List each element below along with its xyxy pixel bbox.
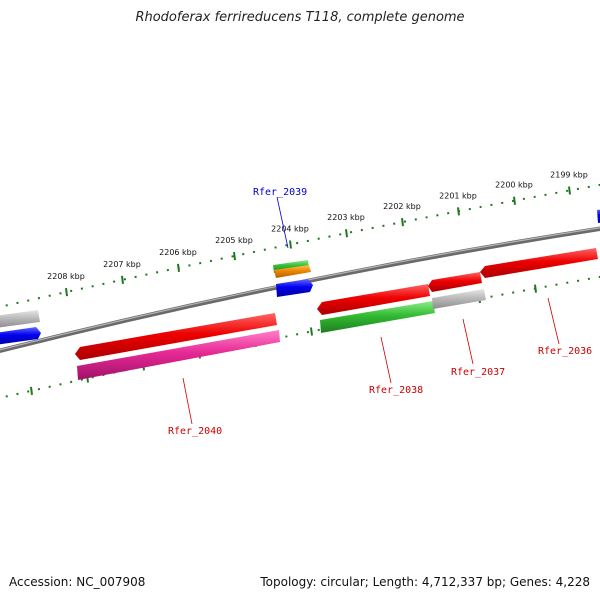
cds-rfer-2039-blue[interactable] xyxy=(276,279,313,297)
tick-label: 2205 kbp xyxy=(215,236,253,245)
tick-label: 2206 kbp xyxy=(159,248,197,257)
gene-label-rfer-2036[interactable]: Rfer_2036 xyxy=(538,346,592,357)
gene-label-rfer-2040[interactable]: Rfer_2040 xyxy=(168,426,222,437)
inner-major-tick xyxy=(310,327,313,336)
inner-tick-ring xyxy=(0,275,600,399)
tick-label: 2199 kbp xyxy=(550,171,588,180)
gene-label-rfer-2037[interactable]: Rfer_2037 xyxy=(451,367,505,378)
cds-rfer-2036-red[interactable] xyxy=(480,248,598,278)
genome-summary-text: Topology: circular; Length: 4,712,337 bp… xyxy=(260,575,590,589)
cds-rfer-2037-red[interactable] xyxy=(428,272,482,292)
tick-label: 2203 kbp xyxy=(327,213,365,222)
major-tick xyxy=(401,218,404,227)
tick-label: 2207 kbp xyxy=(103,260,141,269)
outer-major-ticks xyxy=(65,186,571,297)
tick-label: 2204 kbp xyxy=(271,225,309,234)
inner-major-tick xyxy=(30,386,33,396)
tick-label: 2200 kbp xyxy=(495,181,533,190)
cds-rfer-2038-green[interactable] xyxy=(320,301,435,333)
major-tick xyxy=(177,263,180,272)
accession-text: Accession: NC_007908 xyxy=(9,575,146,589)
major-tick xyxy=(233,251,236,261)
inner-major-tick xyxy=(534,284,537,293)
cds-gray-left-outer[interactable] xyxy=(0,310,40,328)
cds-blue-right[interactable] xyxy=(597,209,600,223)
tick-label: 2202 kbp xyxy=(383,202,421,211)
major-tick xyxy=(121,275,124,284)
major-tick xyxy=(568,186,571,195)
tick-label: 2201 kbp xyxy=(439,191,477,200)
cds-rfer-2037-gray[interactable] xyxy=(432,289,486,309)
cds-rfer-2040-red[interactable] xyxy=(75,313,277,360)
gene-label-rfer-2038[interactable]: Rfer_2038 xyxy=(369,385,423,396)
tick-label: 2208 kbp xyxy=(47,272,85,281)
major-tick xyxy=(513,196,516,205)
major-tick xyxy=(289,240,292,249)
cds-rfer-2039-orange[interactable] xyxy=(274,265,311,278)
major-tick xyxy=(65,288,68,297)
gene-label-rfer-2039[interactable]: Rfer_2039 xyxy=(253,187,307,198)
major-tick xyxy=(345,229,348,238)
cds-rfer-2038-red[interactable] xyxy=(317,284,430,315)
tick-labels: 2199 kbp 2200 kbp 2201 kbp 2202 kbp 2203 kbp… xyxy=(47,171,588,282)
major-tick xyxy=(457,207,460,216)
map-title: Rhodoferax ferrireducens T118, complete … xyxy=(135,10,465,25)
cds-rfer-2040-pink[interactable] xyxy=(77,330,280,380)
cds-blue-left[interactable] xyxy=(0,327,41,345)
